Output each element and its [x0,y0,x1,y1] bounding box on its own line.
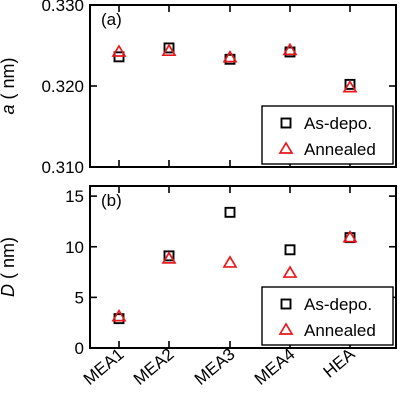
as-depo-point-a [344,78,356,90]
annealed-point-a [342,79,358,93]
y-axis-label-b: D ( nm) [0,237,18,297]
y-axis-symbol-a: a [0,104,18,114]
y-axis-symbol-b: D [0,284,18,297]
annealed-point-a [282,42,298,56]
annealed-point-a [161,43,177,57]
y-tick-label-b: 5 [75,288,84,307]
legend-as-depo-marker-a [280,117,292,129]
y-tick-label-b: 15 [65,187,84,206]
as-depo-point-a [113,51,125,63]
as-depo-point-b [284,244,296,256]
panel-label-a: (a) [101,10,122,29]
as-depo-point-a [163,42,175,54]
plot-frame-b [89,185,397,349]
annealed-point-a [111,44,127,57]
y-tick-label-b: 0 [75,339,84,358]
x-tick-label-mea1: MEA1 [80,345,128,389]
as-depo-point-b [224,206,236,218]
annealed-point-b [111,308,127,322]
y-axis-unit-b: ( nm) [0,237,18,284]
annealed-point-b [161,251,177,264]
panel-label-b: (b) [101,191,122,210]
annealed-point-b [282,265,298,278]
legend-as-depo-label-b: As-depo. [304,295,372,314]
x-tick-label-mea2: MEA2 [130,345,178,389]
x-tick-label-mea3: MEA3 [191,345,239,389]
legend-as-depo-marker-b [280,298,292,310]
y-tick-label-a: 0.310 [41,158,84,177]
x-tick-label-hea: HEA [320,344,359,381]
x-tick-label-mea4: MEA4 [251,345,299,389]
annealed-point-b [342,229,358,243]
y-tick-label-b: 10 [65,238,84,257]
annealed-point-a [222,49,238,63]
y-axis-unit-a: ( nm) [0,57,18,104]
annealed-point-b [222,255,238,268]
legend-box-b [261,286,394,346]
legend-annealed-marker-a [278,141,294,154]
legend-annealed-label-b: Annealed [304,321,376,340]
legend-annealed-marker-b [278,322,294,335]
y-tick-label-a: 0.320 [41,77,84,96]
legend-annealed-label-a: Annealed [304,140,376,159]
y-tick-label-a: 0.330 [41,0,84,15]
legend-as-depo-label-a: As-depo. [304,114,372,133]
y-axis-label-a: a ( nm) [0,57,18,114]
legend-box-a [261,105,394,165]
